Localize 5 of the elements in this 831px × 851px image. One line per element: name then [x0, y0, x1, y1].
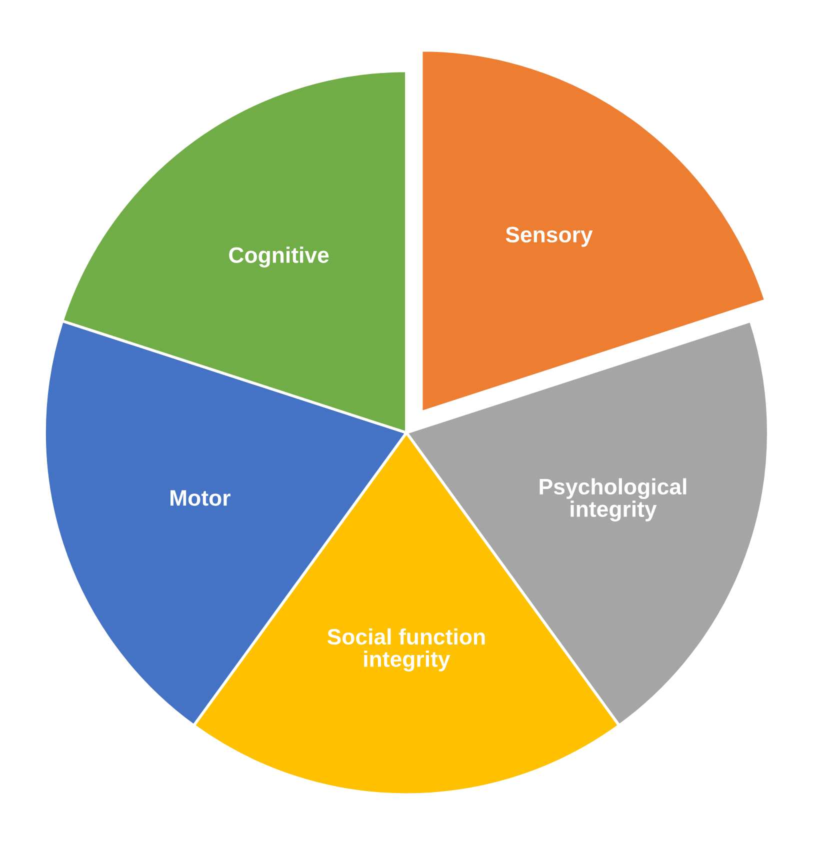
slice-label: Motor	[170, 490, 230, 506]
slice-label: Psychological integrity	[540, 478, 686, 522]
slice-label: Cognitive	[229, 246, 329, 268]
slice-label: Social function integrity	[327, 628, 485, 672]
slice-label: Sensory	[506, 226, 593, 247]
